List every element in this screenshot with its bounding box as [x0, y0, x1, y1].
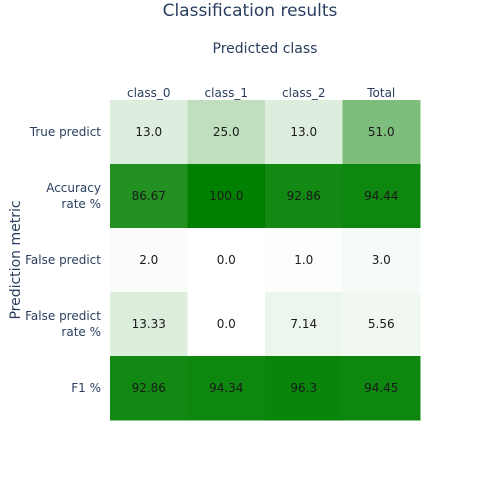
- heatmap-cell-f1-class-1: [187, 356, 266, 421]
- heatmap-cell-f1-total: [342, 356, 421, 421]
- heatmap-cell-accuracy-rate-class-0: [110, 164, 188, 229]
- heatmap-cell-false-predict-rate-class-0: [110, 292, 188, 357]
- cell-value-label: 0.0: [217, 317, 236, 331]
- cell-value-label: 92.86: [287, 189, 321, 203]
- cell-value-label: 86.67: [132, 189, 166, 203]
- x-tick-label: Total: [366, 86, 395, 100]
- heatmap-cell-accuracy-rate-class-2: [265, 164, 343, 229]
- cell-value-label: 100.0: [209, 189, 243, 203]
- cell-value-label: 51.0: [368, 125, 395, 139]
- heatmap-cell-f1-class-2: [265, 356, 343, 421]
- cell-value-label: 25.0: [213, 125, 240, 139]
- x-tick-label: class_2: [282, 86, 325, 100]
- heatmap-cell-accuracy-rate-total: [342, 164, 421, 229]
- y-tick-label: Accuracy rate %: [46, 181, 101, 211]
- cell-value-label: 94.44: [364, 189, 398, 203]
- y-tick-label: F1 %: [71, 381, 101, 395]
- heatmap-cell-accuracy-rate-class-1: [187, 164, 266, 229]
- heatmap-cell-true-predict-class-0: [110, 100, 188, 165]
- cell-value-label: 0.0: [217, 253, 236, 267]
- cell-value-label: 96.3: [290, 381, 317, 395]
- heatmap-cell-false-predict-class-0: [110, 228, 188, 293]
- cell-value-label: 1.0: [294, 253, 313, 267]
- heatmap-cell-f1-class-0: [110, 356, 188, 421]
- cell-value-label: 13.33: [132, 317, 166, 331]
- heatmap-cell-false-predict-rate-total: [342, 292, 421, 357]
- cell-value-label: 92.86: [132, 381, 166, 395]
- y-tick-label: True predict: [29, 125, 102, 139]
- x-tick-label: class_0: [127, 86, 170, 100]
- cell-value-label: 13.0: [135, 125, 162, 139]
- heatmap-cell-true-predict-class-1: [187, 100, 266, 165]
- cell-value-label: 2.0: [139, 253, 158, 267]
- cell-value-label: 94.45: [364, 381, 398, 395]
- cell-value-label: 3.0: [372, 253, 391, 267]
- heatmap-cell-false-predict-class-2: [265, 228, 343, 293]
- cell-value-label: 94.34: [209, 381, 243, 395]
- x-axis-title: Predicted class: [212, 41, 318, 57]
- heatmap-cell-false-predict-total: [342, 228, 421, 293]
- chart-title: Classification results: [162, 1, 338, 21]
- y-tick-label: False predict: [25, 253, 101, 267]
- cell-value-label: 7.14: [290, 317, 317, 331]
- heatmap-cell-true-predict-class-2: [265, 100, 343, 165]
- heatmap-cell-false-predict-rate-class-2: [265, 292, 343, 357]
- cell-value-label: 13.0: [290, 125, 317, 139]
- heatmap-cell-false-predict-class-1: [187, 228, 266, 293]
- heatmap-cell-false-predict-rate-class-1: [187, 292, 266, 357]
- heatmap-cell-true-predict-total: [342, 100, 421, 165]
- cell-value-label: 5.56: [368, 317, 395, 331]
- y-tick-label: False predict rate %: [25, 309, 101, 339]
- x-tick-label: class_1: [205, 86, 248, 100]
